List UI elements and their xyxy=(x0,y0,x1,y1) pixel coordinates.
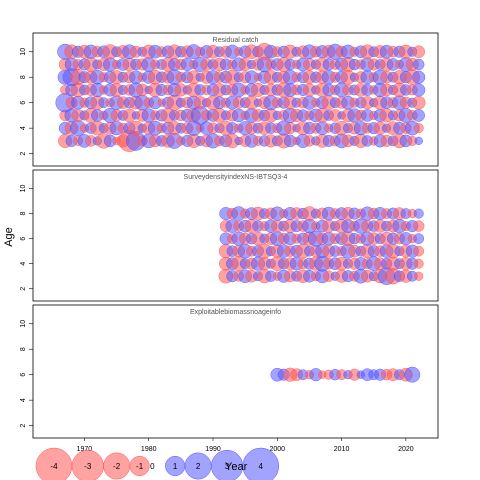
bubble-age3-2022 xyxy=(414,136,423,146)
legend-bubble xyxy=(242,447,280,480)
x-tick-label: 1980 xyxy=(141,446,157,453)
y-tick-label: 4 xyxy=(20,398,27,402)
bubble-age8-2022 xyxy=(413,208,424,219)
x-tick-label: 1990 xyxy=(205,446,221,453)
bubble-age9-2022 xyxy=(413,58,425,71)
panel-2: SurveydensityindexNS-IBTSQ3-4 2 4 6 8 10 xyxy=(20,169,439,302)
panel-1: Residual catch 2 4 6 8 10 xyxy=(20,32,439,167)
bubble-age3-2022 xyxy=(414,271,424,281)
panel-title: SurveydensityindexNS-IBTSQ3-4 xyxy=(184,174,288,181)
bubble-age7-2022 xyxy=(413,220,425,232)
y-axis-label: Age xyxy=(3,227,15,247)
y-tick-label: 4 xyxy=(20,126,27,130)
y-tick-label: 2 xyxy=(20,152,27,156)
bubble-age6-2022 xyxy=(411,95,426,110)
legend-label: 4 xyxy=(259,462,264,471)
bubbles xyxy=(55,42,426,152)
panel-title: Residual catch xyxy=(213,37,259,44)
y-tick-label: 2 xyxy=(20,424,27,428)
bubble-age5-2022 xyxy=(412,109,425,122)
legend-label: -2 xyxy=(113,462,121,471)
y-tick-label: 6 xyxy=(20,101,27,105)
bubble-age4-2022 xyxy=(413,258,424,269)
panel-title: Exploitablebiomassnoageinfo xyxy=(190,309,281,316)
legend-label: -1 xyxy=(136,462,144,471)
panel-3: Exploitablebiomassnoageinfo 2 4 6 8 10 xyxy=(20,304,439,439)
x-tick-label: 2010 xyxy=(334,446,350,453)
panel-frame xyxy=(32,32,439,167)
y-tick-label: 2 xyxy=(20,287,27,291)
legend-label: -3 xyxy=(84,462,92,471)
bubble-age5-2022 xyxy=(413,245,425,257)
bubble-age6-2022 xyxy=(413,233,425,244)
y-tick-label: 10 xyxy=(20,185,27,193)
bubble-age8-2022 xyxy=(412,70,426,84)
panel-frame xyxy=(32,304,439,439)
y-tick-label: 10 xyxy=(20,48,27,56)
legend-label: 1 xyxy=(173,462,178,471)
y-tick-label: 10 xyxy=(20,320,27,328)
y-tick-label: 6 xyxy=(20,237,27,241)
legend-label: -4 xyxy=(50,462,58,471)
y-tick-label: 4 xyxy=(20,262,27,266)
bubble-age7-2022 xyxy=(412,83,426,97)
bubble-age6-2021 xyxy=(404,366,421,383)
y-tick-label: 8 xyxy=(20,75,27,79)
panels-group: Residual catch246810SurveydensityindexNS… xyxy=(20,32,439,439)
x-axis-ticks: 1970 1980 1990 2000 2010 2020 xyxy=(77,438,414,453)
bubbles xyxy=(218,206,425,285)
panel-frame xyxy=(32,169,439,302)
bubble-age10-2022 xyxy=(412,45,425,59)
x-tick-label: 2000 xyxy=(269,446,285,453)
y-tick-label: 8 xyxy=(20,212,27,216)
y-tick-label: 6 xyxy=(20,373,27,377)
legend-bubble xyxy=(129,455,150,477)
y-tick-label: 8 xyxy=(20,347,27,351)
bubble-age4-2022 xyxy=(413,123,424,134)
x-axis-label: Year xyxy=(225,461,248,473)
legend: -4 -3 -2 -1 0 1 2 3 4 xyxy=(35,447,280,480)
legend-label: 3 xyxy=(225,462,230,471)
legend-label: 2 xyxy=(196,462,201,471)
x-tick-label: 2020 xyxy=(398,446,414,453)
bubbles xyxy=(270,366,421,383)
legend-label: 0 xyxy=(150,462,155,471)
x-tick-label: 1970 xyxy=(77,446,93,453)
